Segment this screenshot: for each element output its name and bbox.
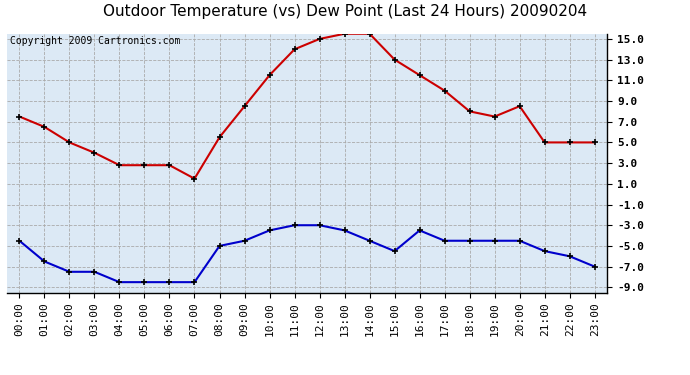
Text: Copyright 2009 Cartronics.com: Copyright 2009 Cartronics.com (10, 36, 180, 46)
Text: Outdoor Temperature (vs) Dew Point (Last 24 Hours) 20090204: Outdoor Temperature (vs) Dew Point (Last… (103, 4, 587, 19)
